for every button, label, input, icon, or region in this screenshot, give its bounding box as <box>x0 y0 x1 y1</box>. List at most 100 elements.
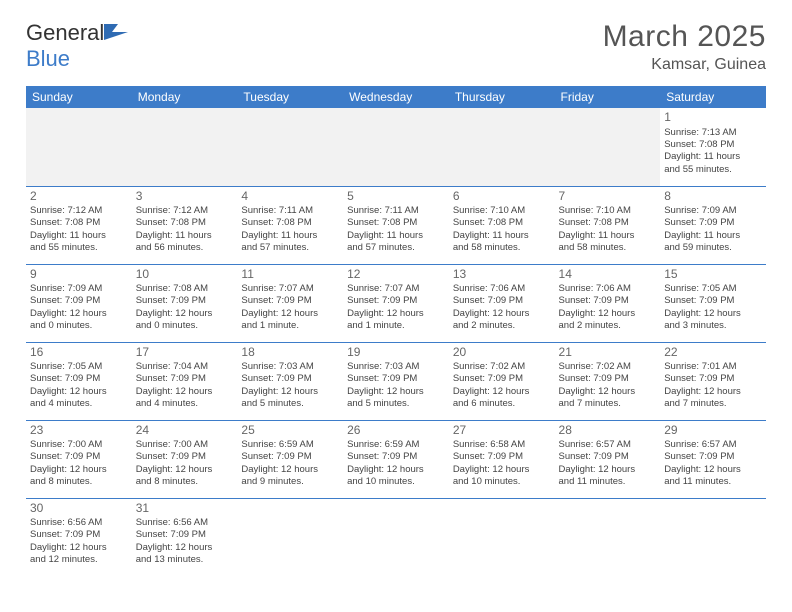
sunset-text: Sunset: 7:09 PM <box>241 295 339 307</box>
day-number: 31 <box>136 501 234 517</box>
daylight-text: Daylight: 12 hours <box>453 386 551 398</box>
day-cell: 9Sunrise: 7:09 AMSunset: 7:09 PMDaylight… <box>26 264 132 342</box>
sunset-text: Sunset: 7:09 PM <box>453 295 551 307</box>
blank-cell <box>555 108 661 186</box>
sunset-text: Sunset: 7:09 PM <box>241 373 339 385</box>
day-number: 23 <box>30 423 128 439</box>
sunrise-text: Sunrise: 7:05 AM <box>664 283 762 295</box>
blank-cell <box>449 108 555 186</box>
sunrise-text: Sunrise: 7:03 AM <box>241 361 339 373</box>
weekday-header: Thursday <box>449 86 555 108</box>
day-number: 29 <box>664 423 762 439</box>
calendar-row: 16Sunrise: 7:05 AMSunset: 7:09 PMDayligh… <box>26 342 766 420</box>
daylight-text: and 7 minutes. <box>559 398 657 410</box>
daylight-text: and 57 minutes. <box>241 242 339 254</box>
day-number: 15 <box>664 267 762 283</box>
day-number: 26 <box>347 423 445 439</box>
daylight-text: and 7 minutes. <box>664 398 762 410</box>
daylight-text: Daylight: 11 hours <box>664 230 762 242</box>
daylight-text: Daylight: 12 hours <box>664 386 762 398</box>
daylight-text: and 8 minutes. <box>30 476 128 488</box>
day-cell: 22Sunrise: 7:01 AMSunset: 7:09 PMDayligh… <box>660 342 766 420</box>
daylight-text: Daylight: 12 hours <box>559 308 657 320</box>
sunrise-text: Sunrise: 7:02 AM <box>453 361 551 373</box>
weekday-header: Wednesday <box>343 86 449 108</box>
sunset-text: Sunset: 7:09 PM <box>453 451 551 463</box>
day-number: 6 <box>453 189 551 205</box>
daylight-text: Daylight: 12 hours <box>136 542 234 554</box>
blank-cell <box>660 498 766 576</box>
sunset-text: Sunset: 7:09 PM <box>30 529 128 541</box>
calendar-table: SundayMondayTuesdayWednesdayThursdayFrid… <box>26 86 766 576</box>
daylight-text: and 0 minutes. <box>30 320 128 332</box>
logo: GeneralBlue <box>26 20 130 72</box>
sunset-text: Sunset: 7:08 PM <box>559 217 657 229</box>
daylight-text: Daylight: 12 hours <box>30 464 128 476</box>
daylight-text: and 58 minutes. <box>559 242 657 254</box>
daylight-text: and 1 minute. <box>347 320 445 332</box>
logo-word-2: Blue <box>26 46 70 71</box>
daylight-text: and 59 minutes. <box>664 242 762 254</box>
logo-word-1: General <box>26 20 104 45</box>
calendar-body: 1Sunrise: 7:13 AMSunset: 7:08 PMDaylight… <box>26 108 766 576</box>
daylight-text: and 2 minutes. <box>453 320 551 332</box>
sunrise-text: Sunrise: 7:00 AM <box>136 439 234 451</box>
day-number: 11 <box>241 267 339 283</box>
sunset-text: Sunset: 7:09 PM <box>664 217 762 229</box>
sunrise-text: Sunrise: 7:04 AM <box>136 361 234 373</box>
day-number: 12 <box>347 267 445 283</box>
daylight-text: and 10 minutes. <box>347 476 445 488</box>
daylight-text: and 56 minutes. <box>136 242 234 254</box>
day-cell: 6Sunrise: 7:10 AMSunset: 7:08 PMDaylight… <box>449 186 555 264</box>
sunset-text: Sunset: 7:09 PM <box>30 295 128 307</box>
daylight-text: Daylight: 11 hours <box>241 230 339 242</box>
sunrise-text: Sunrise: 7:12 AM <box>136 205 234 217</box>
daylight-text: Daylight: 12 hours <box>30 386 128 398</box>
day-number: 4 <box>241 189 339 205</box>
daylight-text: Daylight: 12 hours <box>136 308 234 320</box>
calendar-row: 9Sunrise: 7:09 AMSunset: 7:09 PMDaylight… <box>26 264 766 342</box>
sunrise-text: Sunrise: 7:13 AM <box>664 127 762 139</box>
calendar-row: 2Sunrise: 7:12 AMSunset: 7:08 PMDaylight… <box>26 186 766 264</box>
daylight-text: Daylight: 11 hours <box>347 230 445 242</box>
sunrise-text: Sunrise: 7:07 AM <box>347 283 445 295</box>
day-number: 2 <box>30 189 128 205</box>
daylight-text: Daylight: 12 hours <box>136 464 234 476</box>
sunset-text: Sunset: 7:09 PM <box>347 451 445 463</box>
location: Kamsar, Guinea <box>603 56 766 74</box>
day-cell: 7Sunrise: 7:10 AMSunset: 7:08 PMDaylight… <box>555 186 661 264</box>
blank-cell <box>449 498 555 576</box>
daylight-text: and 4 minutes. <box>136 398 234 410</box>
day-number: 1 <box>664 110 762 126</box>
day-cell: 14Sunrise: 7:06 AMSunset: 7:09 PMDayligh… <box>555 264 661 342</box>
daylight-text: and 9 minutes. <box>241 476 339 488</box>
day-number: 20 <box>453 345 551 361</box>
daylight-text: Daylight: 11 hours <box>30 230 128 242</box>
day-cell: 19Sunrise: 7:03 AMSunset: 7:09 PMDayligh… <box>343 342 449 420</box>
daylight-text: Daylight: 12 hours <box>347 386 445 398</box>
sunrise-text: Sunrise: 7:12 AM <box>30 205 128 217</box>
day-number: 22 <box>664 345 762 361</box>
day-number: 24 <box>136 423 234 439</box>
day-cell: 18Sunrise: 7:03 AMSunset: 7:09 PMDayligh… <box>237 342 343 420</box>
daylight-text: Daylight: 12 hours <box>241 386 339 398</box>
blank-cell <box>343 108 449 186</box>
weekday-header: Saturday <box>660 86 766 108</box>
sunset-text: Sunset: 7:09 PM <box>30 373 128 385</box>
calendar-row: 1Sunrise: 7:13 AMSunset: 7:08 PMDaylight… <box>26 108 766 186</box>
sunset-text: Sunset: 7:09 PM <box>241 451 339 463</box>
sunset-text: Sunset: 7:09 PM <box>347 373 445 385</box>
day-cell: 20Sunrise: 7:02 AMSunset: 7:09 PMDayligh… <box>449 342 555 420</box>
sunset-text: Sunset: 7:08 PM <box>664 139 762 151</box>
sunrise-text: Sunrise: 7:08 AM <box>136 283 234 295</box>
blank-cell <box>343 498 449 576</box>
day-number: 8 <box>664 189 762 205</box>
weekday-header: Tuesday <box>237 86 343 108</box>
sunset-text: Sunset: 7:09 PM <box>559 373 657 385</box>
sunset-text: Sunset: 7:08 PM <box>30 217 128 229</box>
weekday-header: Friday <box>555 86 661 108</box>
day-number: 9 <box>30 267 128 283</box>
daylight-text: and 3 minutes. <box>664 320 762 332</box>
sunset-text: Sunset: 7:09 PM <box>347 295 445 307</box>
daylight-text: Daylight: 12 hours <box>30 308 128 320</box>
